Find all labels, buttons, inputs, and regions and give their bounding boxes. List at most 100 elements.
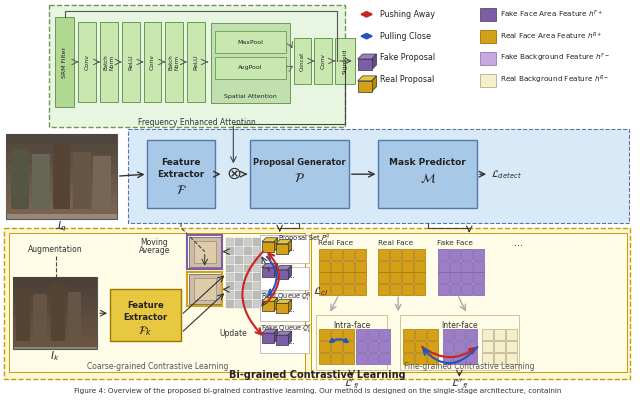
Bar: [461, 249, 472, 259]
Bar: [6, 134, 117, 144]
Bar: [367, 329, 378, 340]
Bar: [367, 341, 378, 352]
Text: $\mathcal{F}$: $\mathcal{F}$: [175, 184, 186, 196]
Bar: [414, 249, 425, 259]
Bar: [506, 341, 516, 352]
Polygon shape: [276, 240, 292, 244]
Bar: [343, 249, 354, 259]
Polygon shape: [358, 54, 376, 59]
Polygon shape: [274, 329, 278, 343]
Bar: [244, 255, 252, 263]
Bar: [13, 307, 97, 317]
Polygon shape: [372, 54, 376, 70]
Bar: [319, 353, 330, 364]
Text: $\mathcal{L}_{cl}$: $\mathcal{L}_{cl}$: [314, 285, 328, 298]
Bar: [262, 238, 270, 246]
Bar: [506, 329, 516, 340]
Text: Update: Update: [220, 328, 247, 338]
Bar: [390, 284, 401, 296]
Bar: [380, 329, 390, 340]
Text: ReLU: ReLU: [193, 54, 198, 70]
Text: $\mathcal{P}$: $\mathcal{P}$: [294, 172, 305, 184]
Bar: [294, 38, 311, 84]
Bar: [6, 204, 117, 214]
Bar: [236, 292, 243, 299]
Bar: [122, 22, 140, 102]
Text: $\mathcal{L}_{detect}$: $\mathcal{L}_{detect}$: [491, 168, 522, 180]
Bar: [319, 284, 330, 296]
Text: Extractor: Extractor: [157, 170, 205, 179]
Bar: [331, 341, 342, 352]
Bar: [355, 273, 365, 284]
Text: Fake Queue $\mathcal{Q}_i^f$: Fake Queue $\mathcal{Q}_i^f$: [261, 322, 312, 336]
Bar: [414, 284, 425, 296]
Bar: [68, 292, 81, 341]
Bar: [449, 284, 460, 296]
Text: Frequency Enhanced Attention: Frequency Enhanced Attention: [138, 118, 256, 127]
Bar: [187, 273, 223, 306]
Bar: [454, 329, 465, 340]
Bar: [415, 353, 426, 364]
Bar: [343, 284, 354, 296]
Bar: [449, 249, 460, 259]
Bar: [236, 273, 243, 282]
Bar: [414, 273, 425, 284]
Bar: [311, 233, 627, 372]
Text: Coarse-grained Contrastive Learning: Coarse-grained Contrastive Learning: [86, 363, 228, 371]
Polygon shape: [276, 331, 292, 335]
Bar: [253, 292, 261, 299]
Bar: [331, 273, 342, 284]
Polygon shape: [358, 76, 376, 81]
Text: $I_q$: $I_q$: [57, 220, 67, 234]
Text: Real Queue $\mathcal{Q}_i^R$: Real Queue $\mathcal{Q}_i^R$: [261, 291, 311, 304]
Polygon shape: [262, 329, 278, 333]
Bar: [378, 284, 389, 296]
Bar: [356, 329, 367, 340]
Bar: [244, 292, 252, 299]
Bar: [236, 238, 243, 246]
Bar: [343, 273, 354, 284]
Bar: [189, 274, 221, 304]
Text: Real Face Area Feature $h^{R+}$: Real Face Area Feature $h^{R+}$: [500, 30, 602, 42]
Text: SRM Filter: SRM Filter: [62, 47, 67, 77]
Polygon shape: [287, 240, 292, 253]
Bar: [467, 341, 477, 352]
Bar: [262, 247, 270, 255]
Text: Real Proposal: Real Proposal: [380, 75, 435, 84]
Bar: [319, 273, 330, 284]
Text: $I_k$: $I_k$: [50, 349, 60, 363]
Polygon shape: [276, 265, 292, 269]
Bar: [482, 329, 493, 340]
Bar: [473, 249, 484, 259]
Bar: [194, 241, 216, 263]
Bar: [355, 249, 365, 259]
Bar: [236, 265, 243, 273]
Bar: [78, 22, 96, 102]
Bar: [473, 261, 484, 271]
Bar: [253, 282, 261, 290]
Text: ...: ...: [514, 238, 523, 248]
Text: Real Face: Real Face: [378, 240, 413, 246]
Bar: [378, 140, 477, 208]
Bar: [482, 341, 493, 352]
Text: Concat: Concat: [300, 51, 305, 71]
Bar: [467, 329, 477, 340]
Bar: [355, 261, 365, 271]
Bar: [331, 284, 342, 296]
Bar: [16, 290, 30, 341]
Bar: [402, 284, 413, 296]
Bar: [253, 300, 261, 308]
Bar: [356, 341, 367, 352]
Bar: [461, 261, 472, 271]
Bar: [49, 5, 345, 127]
Bar: [402, 249, 413, 259]
Bar: [480, 30, 496, 43]
Bar: [390, 249, 401, 259]
Text: Fine-grained Contrastive Learning: Fine-grained Contrastive Learning: [404, 363, 534, 371]
Bar: [227, 282, 234, 290]
Bar: [262, 300, 270, 308]
Bar: [128, 128, 629, 223]
Bar: [253, 247, 261, 255]
Bar: [319, 261, 330, 271]
Bar: [244, 282, 252, 290]
